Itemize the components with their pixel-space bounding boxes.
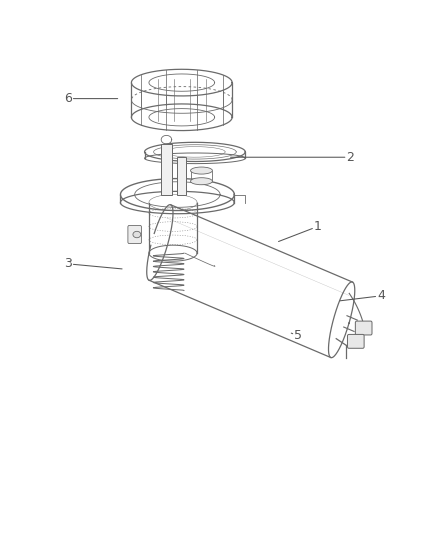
FancyBboxPatch shape — [161, 144, 172, 195]
FancyBboxPatch shape — [177, 157, 186, 195]
Ellipse shape — [191, 177, 212, 185]
Text: 4: 4 — [377, 289, 385, 302]
Text: 6: 6 — [64, 92, 72, 105]
Text: 5: 5 — [294, 329, 302, 342]
FancyBboxPatch shape — [128, 225, 141, 244]
Text: 1: 1 — [314, 220, 321, 233]
Text: 3: 3 — [64, 257, 72, 270]
Ellipse shape — [133, 231, 141, 238]
Text: 2: 2 — [346, 151, 354, 164]
FancyBboxPatch shape — [347, 334, 364, 348]
FancyBboxPatch shape — [355, 321, 372, 335]
Ellipse shape — [191, 167, 212, 174]
